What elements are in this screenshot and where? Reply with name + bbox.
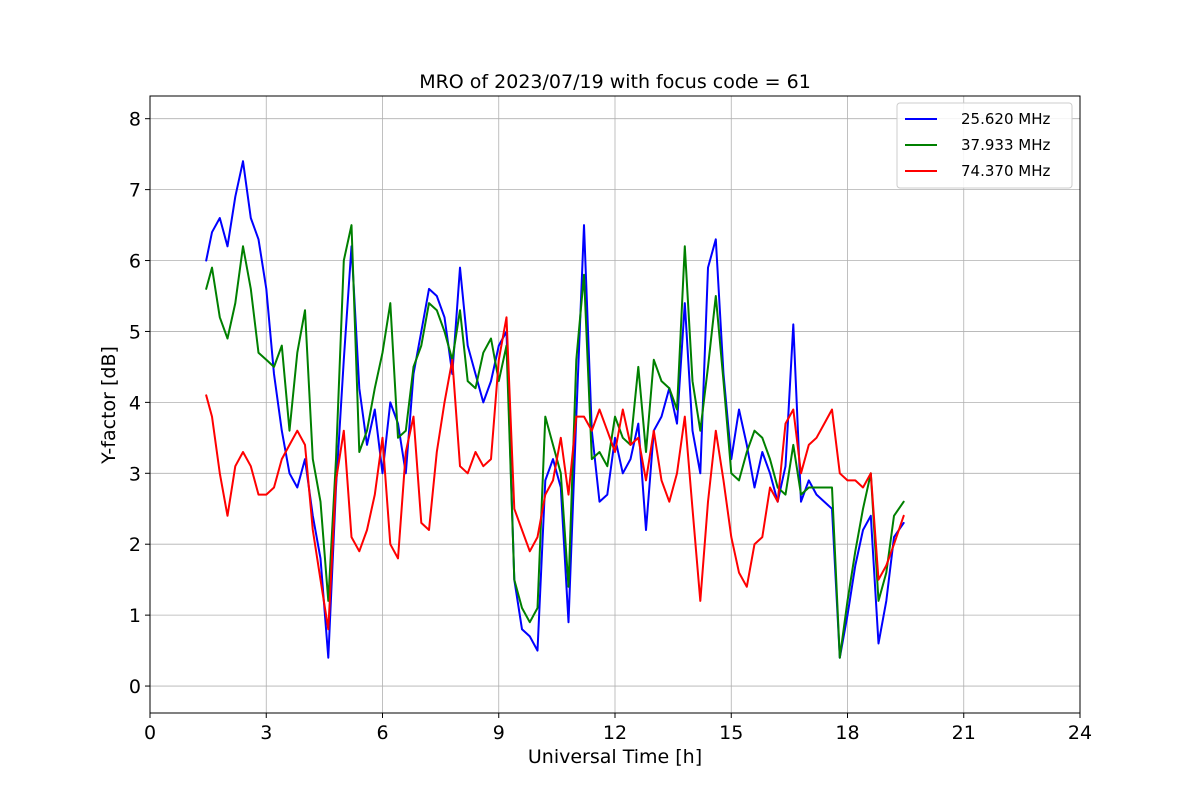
- legend-entry-label: 37.933 MHz: [961, 136, 1050, 154]
- x-axis-label: Universal Time [h]: [528, 746, 702, 768]
- y-tick-label: 5: [129, 321, 141, 343]
- y-tick-label: 6: [129, 251, 141, 273]
- y-tick-label: 7: [129, 180, 141, 202]
- series-layer: [205, 160, 905, 659]
- y-axis-label: Y-factor [dB]: [98, 346, 120, 465]
- y-tick-label: 2: [129, 534, 141, 556]
- legend-entry-label: 74.370 MHz: [961, 162, 1050, 180]
- x-tick-label: 15: [719, 722, 743, 744]
- y-tick-label: 8: [129, 109, 141, 131]
- y-tick-label: 4: [129, 392, 141, 414]
- series-line-3: [205, 316, 905, 631]
- series-line-1: [205, 160, 905, 659]
- y-tick-label: 1: [129, 605, 141, 627]
- series-line-2: [205, 224, 905, 659]
- chart-title: MRO of 2023/07/19 with focus code = 61: [419, 71, 811, 93]
- x-tick-label: 3: [260, 722, 272, 744]
- y-tick-label: 0: [129, 676, 141, 698]
- legend-box: [896, 102, 1073, 189]
- legend: 25.620 MHz 37.933 MHz 74.370 MHz: [896, 102, 1073, 189]
- x-axis-ticks: 0 3 6 9 12 15 18 21 24: [144, 713, 1092, 744]
- x-tick-label: 9: [493, 722, 505, 744]
- x-tick-label: 21: [952, 722, 976, 744]
- x-tick-label: 0: [144, 722, 156, 744]
- legend-entry-label: 25.620 MHz: [961, 110, 1050, 128]
- x-tick-label: 12: [603, 722, 627, 744]
- x-tick-label: 24: [1068, 722, 1092, 744]
- y-axis-ticks: 0 1 2 3 4 5 6 7 8: [129, 109, 150, 698]
- x-tick-label: 18: [835, 722, 859, 744]
- y-tick-label: 3: [129, 463, 141, 485]
- x-tick-label: 6: [376, 722, 388, 744]
